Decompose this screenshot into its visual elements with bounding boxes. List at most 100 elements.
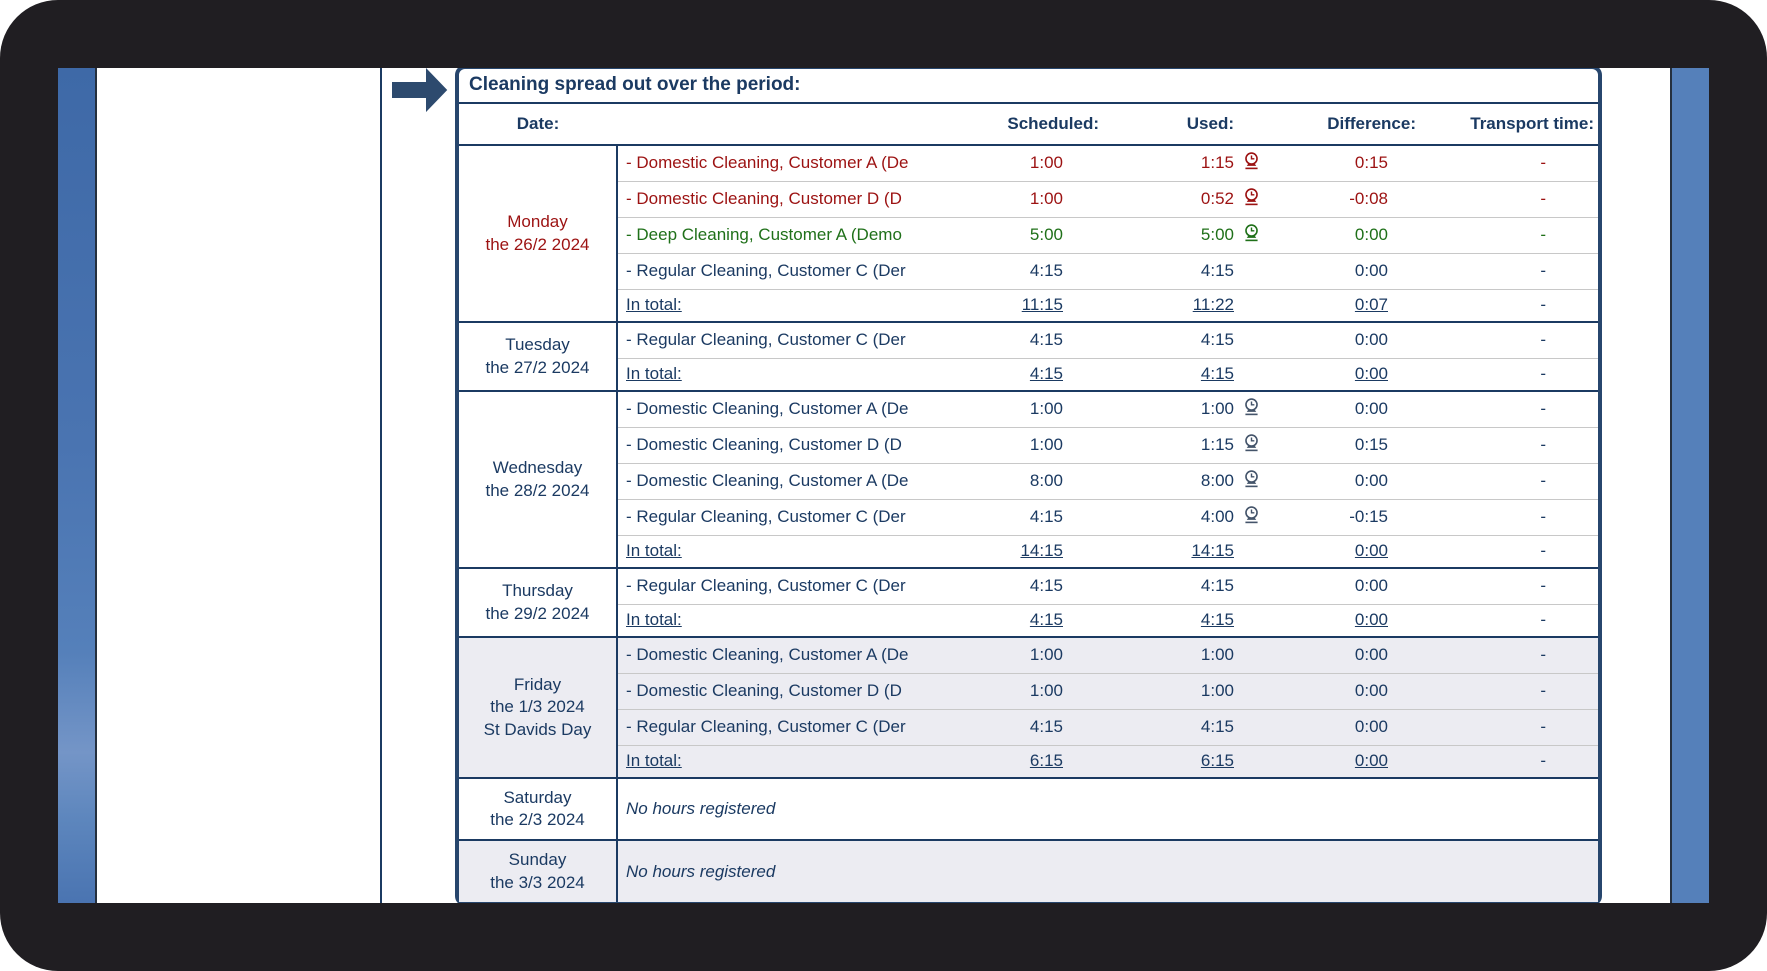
activity-row: Friday the 1/3 2024 St Davids Day - Domesti… [459, 637, 1598, 778]
transport-value: - [1418, 637, 1598, 673]
total-used[interactable]: 6:15 [1200, 751, 1234, 771]
total-used[interactable]: 4:15 [1200, 610, 1234, 630]
activity-name: - Domestic Cleaning, Customer A (De [626, 153, 909, 173]
left-blue-sidebar [58, 68, 97, 903]
difference-value: 0:00 [1354, 576, 1388, 596]
difference-value: 0:00 [1268, 216, 1418, 253]
in-total-label[interactable]: In total: [626, 364, 682, 384]
activity-name: - Regular Cleaning, Customer C (Der [617, 498, 973, 535]
difference-value: 0:00 [1268, 672, 1418, 709]
activity-name: - Domestic Cleaning, Customer A (De [626, 399, 909, 419]
used-value: 1:15 [1103, 426, 1268, 463]
scheduled-value: 1:00 [973, 637, 1103, 673]
used-value: 1:00 [1103, 637, 1268, 673]
transport-value: - [1418, 708, 1598, 745]
scheduled-value: 1:00 [973, 672, 1103, 709]
used-value: 4:15 [1103, 708, 1268, 745]
header-scheduled: Scheduled: [973, 104, 1103, 146]
activity-row: - Domestic Cleaning, Customer D (D 1:00 1:… [459, 426, 1598, 463]
scheduled-value: 4:15 [1029, 330, 1063, 350]
activity-name: - Deep Cleaning, Customer A (Demo [617, 216, 973, 253]
total-transport: - [1418, 534, 1598, 568]
total-transport: - [1418, 288, 1598, 322]
difference-value: -0:08 [1268, 180, 1418, 217]
total-used[interactable]: 11:22 [1192, 295, 1234, 315]
in-total-row: In total: 4:15 4:15 0:00 - [459, 357, 1598, 391]
clock-icon[interactable] [1242, 151, 1261, 170]
total-difference[interactable]: 0:07 [1354, 295, 1388, 315]
header-transport-time: Transport time: [1418, 104, 1598, 146]
date-cell: Tuesday the 27/2 2024 [459, 322, 618, 391]
activity-row: Wednesday the 28/2 2024- Domestic Cleanin… [459, 391, 1598, 568]
total-difference[interactable]: 0:00 [1354, 364, 1388, 384]
difference-value: 0:00 [1268, 637, 1418, 673]
total-difference[interactable]: 0:00 [1354, 541, 1388, 561]
activity-name: - Regular Cleaning, Customer C (Der [617, 252, 973, 289]
transport-value: - [1540, 399, 1546, 419]
difference-value: 0:00 [1268, 708, 1418, 745]
used-value: 4:15 [1200, 576, 1234, 596]
difference-value: 0:15 [1354, 153, 1388, 173]
header-used: Used: [1103, 104, 1268, 146]
activity-name: - Domestic Cleaning, Customer A (De [617, 462, 973, 499]
activity-name: - Regular Cleaning, Customer C (Der [617, 708, 973, 745]
total-scheduled[interactable]: 6:15 [1029, 751, 1063, 771]
activity-row: - Regular Cleaning, Customer C (Der 4:15 4… [459, 252, 1598, 289]
used-value: 1:00 [1103, 672, 1268, 709]
activity-name: - Regular Cleaning, Customer C (Der [626, 330, 906, 350]
used-value: 1:00 [1103, 391, 1268, 427]
total-transport: - [1418, 357, 1598, 391]
in-total-row: In total: 14:15 14:15 0:00 - [459, 534, 1598, 568]
total-difference[interactable]: 0:00 [1354, 610, 1388, 630]
transport-value: - [1418, 180, 1598, 217]
scheduled-value: 1:00 [973, 180, 1103, 217]
day-block: Sunday the 3/3 2024 No hours registered [459, 840, 1598, 902]
day-block: Saturday the 2/3 2024 No hours registered [459, 778, 1598, 840]
total-scheduled[interactable]: 11:15 [1021, 295, 1063, 315]
in-total-row: In total: 6:15 6:15 0:00 - [459, 744, 1598, 778]
total-used[interactable]: 14:15 [1191, 541, 1234, 561]
date-cell: Saturday the 2/3 2024 [459, 778, 618, 840]
clock-icon[interactable] [1242, 505, 1261, 524]
no-hours-row: Sunday the 3/3 2024 No hours registered [459, 840, 1598, 902]
clock-icon[interactable] [1242, 469, 1261, 488]
total-scheduled[interactable]: 4:15 [1029, 364, 1063, 384]
activity-name: - Domestic Cleaning, Customer A (De [617, 637, 973, 673]
used-value: 0:52 [1103, 180, 1268, 217]
clock-icon[interactable] [1242, 187, 1261, 206]
day-block: Wednesday the 28/2 2024- Domestic Cleanin… [459, 391, 1598, 568]
transport-value: - [1540, 330, 1546, 350]
in-total-label[interactable]: In total: [626, 541, 682, 561]
activity-name: - Domestic Cleaning, Customer D (D [617, 672, 973, 709]
in-total-label[interactable]: In total: [626, 295, 682, 315]
scheduled-value: 1:00 [1029, 399, 1063, 419]
in-total-row: In total: 11:15 11:22 0:07 - [459, 288, 1598, 322]
total-scheduled[interactable]: 14:15 [1020, 541, 1063, 561]
difference-value: -0:15 [1268, 498, 1418, 535]
date-cell: Sunday the 3/3 2024 [459, 840, 618, 902]
total-transport: - [1418, 744, 1598, 778]
transport-value: - [1418, 498, 1598, 535]
page-background: Cleaning spread out over the period: Dat… [58, 68, 1709, 903]
total-difference[interactable]: 0:00 [1354, 751, 1388, 771]
clock-icon[interactable] [1242, 397, 1261, 416]
clock-icon[interactable] [1242, 433, 1261, 452]
day-block: Tuesday the 27/2 2024 - Regular Cleaning, … [459, 322, 1598, 391]
no-hours-row: Saturday the 2/3 2024 No hours registered [459, 778, 1598, 840]
activity-name: - Domestic Cleaning, Customer D (D [617, 180, 973, 217]
used-value: 1:15 [1103, 145, 1268, 181]
scheduled-value: 4:15 [973, 708, 1103, 745]
activity-name: - Regular Cleaning, Customer C (Der [626, 576, 906, 596]
transport-value: - [1418, 426, 1598, 463]
total-scheduled[interactable]: 4:15 [1029, 610, 1063, 630]
header-activity [617, 104, 973, 146]
difference-value: 0:15 [1268, 426, 1418, 463]
activity-row: - Regular Cleaning, Customer C (Der 4:15 4… [459, 708, 1598, 745]
clock-icon[interactable] [1242, 223, 1261, 242]
in-total-label[interactable]: In total: [626, 610, 682, 630]
total-used[interactable]: 4:15 [1200, 364, 1234, 384]
difference-value: 0:00 [1354, 399, 1388, 419]
no-hours-text: No hours registered [617, 840, 1598, 902]
in-total-label[interactable]: In total: [626, 751, 682, 771]
